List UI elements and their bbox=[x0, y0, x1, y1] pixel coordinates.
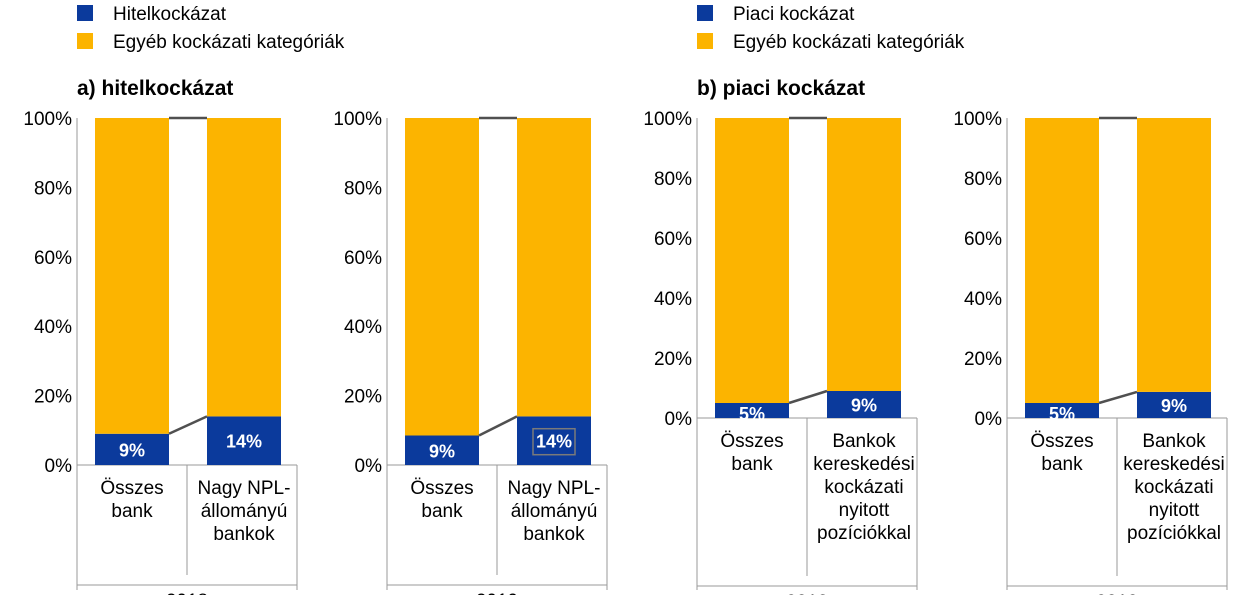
legend-swatch-market-risk bbox=[697, 5, 713, 21]
data-label: 9% bbox=[851, 396, 877, 416]
x-category-label: pozíciókkal bbox=[1127, 523, 1221, 544]
y-tick-label: 60% bbox=[34, 248, 72, 269]
x-group-label: 2019 bbox=[1096, 592, 1138, 595]
bar-risk-segment bbox=[1137, 391, 1211, 418]
x-category-label: állományú bbox=[201, 501, 288, 522]
x-category-label: nyitott bbox=[839, 500, 890, 521]
bar-other-segment bbox=[95, 118, 169, 434]
legend-piaci: Piaci kockázat Egyéb kockázati kategóriá… bbox=[697, 4, 965, 53]
x-category-label: Bankok bbox=[832, 431, 896, 452]
x-category-label: Bankok bbox=[1142, 431, 1206, 452]
y-tick-label: 100% bbox=[23, 109, 72, 130]
x-category-label: kockázati bbox=[824, 477, 903, 498]
x-category-label: Összes bbox=[100, 478, 163, 499]
y-tick-label: 60% bbox=[654, 229, 692, 250]
legend-swatch-other-risk-b bbox=[697, 33, 713, 49]
y-tick-label: 100% bbox=[643, 109, 692, 130]
y-tick-label: 60% bbox=[344, 248, 382, 269]
bar-risk-segment bbox=[517, 416, 591, 465]
x-category-label: bankok bbox=[523, 524, 585, 545]
y-tick-label: 20% bbox=[964, 349, 1002, 370]
data-label: 5% bbox=[739, 404, 765, 424]
x-group-label: 2018 bbox=[786, 592, 828, 595]
x-category-label: bank bbox=[1041, 454, 1083, 475]
connector-line-risk bbox=[788, 389, 828, 405]
y-tick-label: 0% bbox=[665, 409, 693, 430]
x-category-label: bankok bbox=[213, 524, 275, 545]
bar-other-segment bbox=[715, 118, 789, 403]
y-tick-label: 80% bbox=[964, 169, 1002, 190]
y-tick-label: 40% bbox=[654, 289, 692, 310]
x-category-label: kockázati bbox=[1134, 477, 1213, 498]
x-category-label: állományú bbox=[511, 501, 598, 522]
x-category-label: kereskedési bbox=[1123, 454, 1224, 475]
x-category-label: Nagy NPL- bbox=[508, 478, 601, 499]
y-tick-label: 80% bbox=[344, 178, 382, 199]
y-tick-label: 0% bbox=[45, 456, 73, 477]
bar-risk-segment bbox=[715, 403, 789, 418]
y-tick-label: 20% bbox=[344, 387, 382, 408]
bar-other-segment bbox=[1137, 118, 1211, 392]
y-tick-label: 20% bbox=[34, 387, 72, 408]
x-category-label: nyitott bbox=[1149, 500, 1200, 521]
bar-other-segment bbox=[517, 118, 591, 417]
y-tick-label: 40% bbox=[34, 317, 72, 338]
y-tick-label: 20% bbox=[654, 349, 692, 370]
x-category-label: Összes bbox=[720, 431, 783, 452]
y-tick-label: 100% bbox=[333, 109, 382, 130]
connector-line-risk bbox=[168, 415, 208, 435]
y-tick-label: 80% bbox=[654, 169, 692, 190]
x-category-label: bank bbox=[421, 501, 463, 522]
bar-other-segment bbox=[827, 118, 901, 391]
legend-label-other-risk-b: Egyéb kockázati kategóriák bbox=[733, 32, 965, 53]
x-category-label: Összes bbox=[410, 478, 473, 499]
x-category-label: Összes bbox=[1030, 431, 1093, 452]
x-group-label: 2019 bbox=[476, 591, 518, 595]
panel-title-credit-risk: a) hitelkockázat bbox=[77, 77, 233, 100]
bar-risk-segment bbox=[827, 391, 901, 418]
data-label-highlight-box bbox=[532, 427, 576, 456]
data-label: 9% bbox=[1161, 396, 1187, 416]
data-label: 14% bbox=[226, 432, 262, 452]
data-label: 9% bbox=[119, 440, 145, 460]
legend-label-credit-risk: Hitelkockázat bbox=[113, 4, 227, 25]
y-tick-label: 100% bbox=[953, 109, 1002, 130]
legend-hitelkockazat: Hitelkockázat Egyéb kockázati kategóriák bbox=[77, 4, 345, 53]
bar-risk-segment bbox=[405, 435, 479, 465]
legend-swatch-other-risk bbox=[77, 33, 93, 49]
bar-other-segment bbox=[405, 118, 479, 436]
panel-title-market-risk: b) piaci kockázat bbox=[697, 77, 865, 100]
bar-other-segment bbox=[207, 118, 281, 417]
x-group-label: 2018 bbox=[166, 591, 208, 595]
y-tick-label: 0% bbox=[975, 409, 1003, 430]
legend-label-market-risk: Piaci kockázat bbox=[733, 4, 855, 25]
y-tick-label: 60% bbox=[964, 229, 1002, 250]
y-tick-label: 80% bbox=[34, 178, 72, 199]
x-category-label: kereskedési bbox=[813, 454, 914, 475]
legend-label-other-risk: Egyéb kockázati kategóriák bbox=[113, 32, 345, 53]
y-tick-label: 40% bbox=[344, 317, 382, 338]
data-label: 5% bbox=[1049, 404, 1075, 424]
data-label: 9% bbox=[429, 441, 455, 461]
y-tick-label: 40% bbox=[964, 289, 1002, 310]
data-label: 14% bbox=[536, 432, 572, 452]
connector-line-risk bbox=[478, 415, 518, 437]
bar-other-segment bbox=[1025, 118, 1099, 403]
bar-risk-segment bbox=[1025, 403, 1099, 418]
x-category-label: Nagy NPL- bbox=[198, 478, 291, 499]
x-category-label: pozíciókkal bbox=[817, 523, 911, 544]
y-tick-label: 0% bbox=[355, 456, 383, 477]
bar-risk-segment bbox=[207, 416, 281, 465]
legend-swatch-credit-risk bbox=[77, 5, 93, 21]
x-category-label: bank bbox=[731, 454, 773, 475]
bar-risk-segment bbox=[95, 433, 169, 465]
connector-line-risk bbox=[1098, 390, 1138, 405]
x-category-label: bank bbox=[111, 501, 153, 522]
